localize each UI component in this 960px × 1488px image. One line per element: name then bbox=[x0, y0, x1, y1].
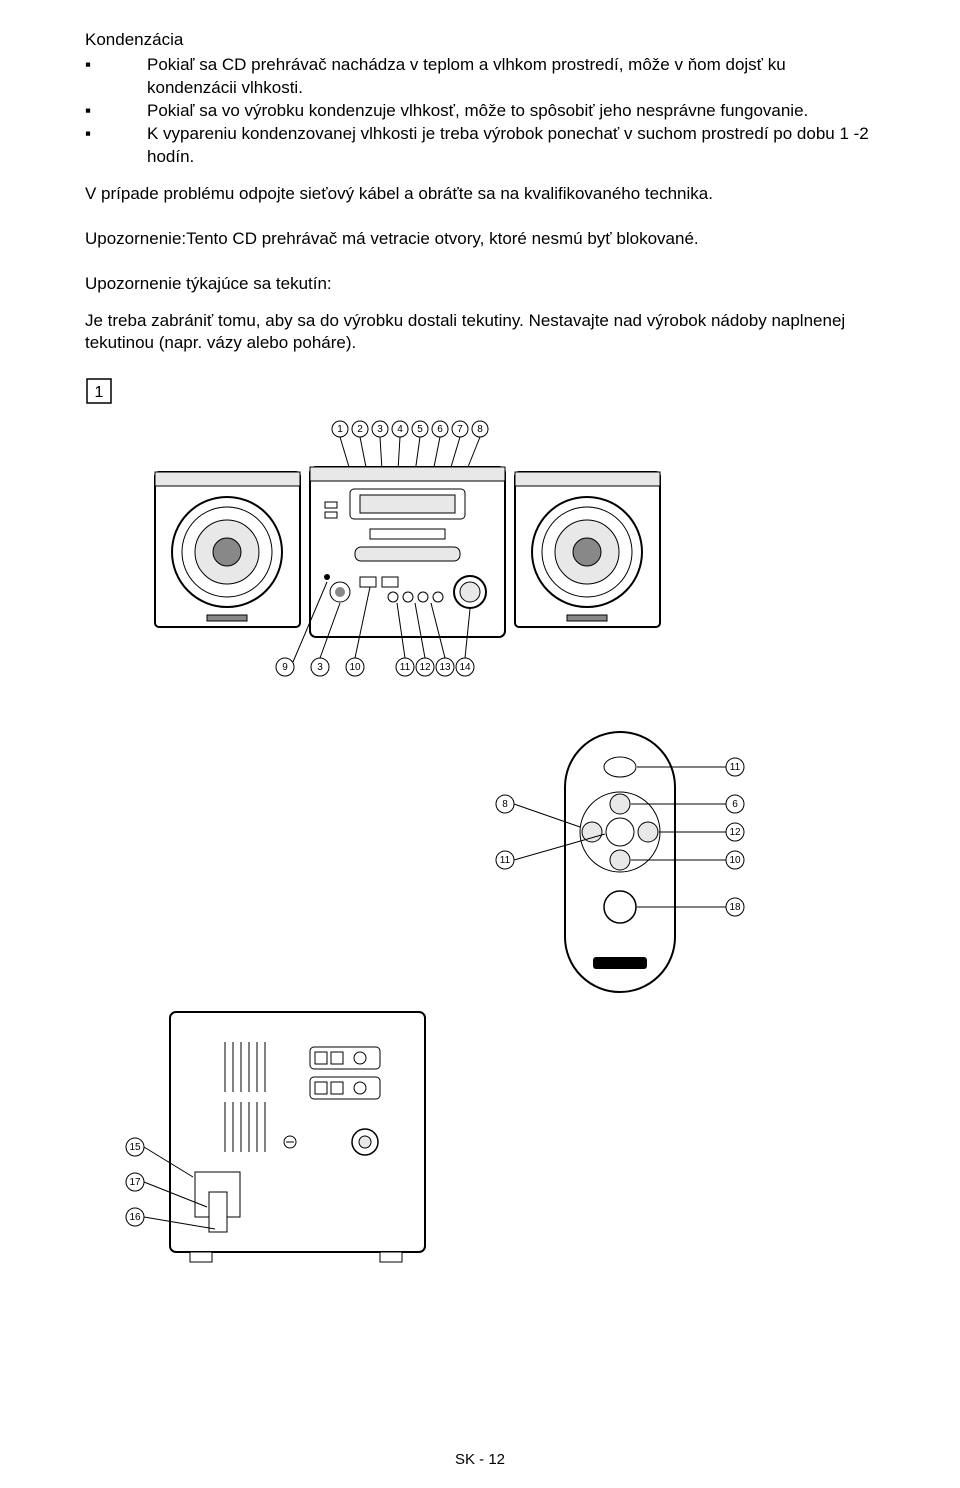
bullet-text: Pokiaľ sa CD prehrávač nachádza v teplom… bbox=[147, 54, 875, 100]
svg-text:6: 6 bbox=[437, 424, 443, 435]
svg-text:7: 7 bbox=[457, 424, 463, 435]
svg-text:11: 11 bbox=[500, 855, 511, 866]
svg-text:11: 11 bbox=[400, 662, 411, 673]
svg-text:9: 9 bbox=[282, 662, 288, 673]
svg-text:12: 12 bbox=[419, 662, 431, 673]
bullet-list: ▪ Pokiaľ sa CD prehrávač nachádza v tepl… bbox=[85, 54, 875, 169]
svg-text:8: 8 bbox=[477, 424, 483, 435]
svg-text:1: 1 bbox=[337, 424, 343, 435]
diagram-area: 1 1 2 3 4 5 6 7 8 bbox=[85, 377, 875, 1297]
svg-text:10: 10 bbox=[349, 662, 361, 673]
svg-text:8: 8 bbox=[502, 799, 508, 810]
svg-text:11: 11 bbox=[730, 762, 741, 773]
svg-text:6: 6 bbox=[732, 799, 738, 810]
svg-text:4: 4 bbox=[397, 424, 403, 435]
svg-text:2: 2 bbox=[357, 424, 363, 435]
stereo-rear-diagram: 15 17 16 bbox=[115, 997, 465, 1287]
stereo-front-diagram: 1 2 3 4 5 6 7 8 bbox=[145, 417, 705, 687]
svg-text:5: 5 bbox=[417, 424, 423, 435]
bullet-item: ▪ K vypareniu kondenzovanej vlhkosti je … bbox=[85, 123, 875, 169]
bullet-text: Pokiaľ sa vo výrobku kondenzuje vlhkosť,… bbox=[147, 100, 875, 123]
svg-text:17: 17 bbox=[129, 1177, 141, 1188]
bullet-marker: ▪ bbox=[85, 123, 147, 146]
bullet-marker: ▪ bbox=[85, 54, 147, 77]
paragraph: Upozornenie:Tento CD prehrávač má vetrac… bbox=[85, 228, 875, 251]
remote-diagram: 11 6 12 10 18 8 11 bbox=[465, 712, 775, 1022]
panel-label-icon: 1 bbox=[85, 377, 125, 407]
paragraph: V prípade problému odpojte sieťový kábel… bbox=[85, 183, 875, 206]
svg-text:14: 14 bbox=[459, 662, 471, 673]
svg-text:15: 15 bbox=[129, 1142, 141, 1153]
svg-text:3: 3 bbox=[317, 662, 323, 673]
bullet-marker: ▪ bbox=[85, 100, 147, 123]
bullet-text: K vypareniu kondenzovanej vlhkosti je tr… bbox=[147, 123, 875, 169]
svg-text:1: 1 bbox=[95, 384, 104, 401]
bullet-item: ▪ Pokiaľ sa CD prehrávač nachádza v tepl… bbox=[85, 54, 875, 100]
svg-text:3: 3 bbox=[377, 424, 383, 435]
svg-text:12: 12 bbox=[729, 827, 741, 838]
svg-text:18: 18 bbox=[729, 902, 741, 913]
svg-text:16: 16 bbox=[129, 1212, 141, 1223]
section-heading: Kondenzácia bbox=[85, 30, 875, 50]
svg-text:10: 10 bbox=[729, 855, 741, 866]
bullet-item: ▪ Pokiaľ sa vo výrobku kondenzuje vlhkos… bbox=[85, 100, 875, 123]
paragraph: Je treba zabrániť tomu, aby sa do výrobk… bbox=[85, 310, 875, 356]
paragraph: Upozornenie týkajúce sa tekutín: bbox=[85, 273, 875, 296]
page-footer: SK - 12 bbox=[0, 1451, 960, 1468]
svg-text:13: 13 bbox=[439, 662, 451, 673]
